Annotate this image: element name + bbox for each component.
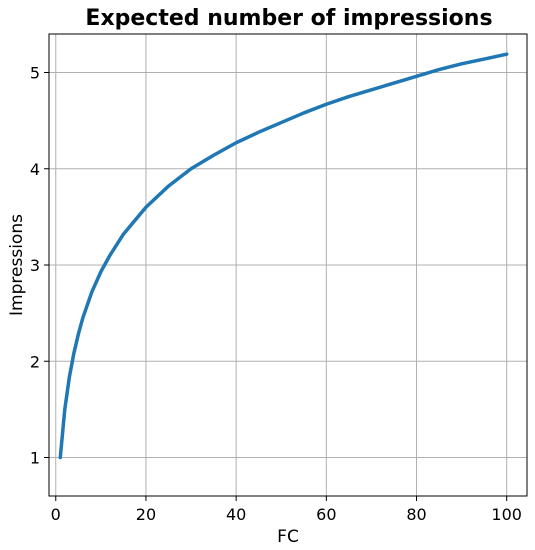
x-tick-label: 80 <box>406 505 426 524</box>
series-line <box>58 52 509 460</box>
y-tick-label: 2 <box>30 352 40 371</box>
x-tick-label: 20 <box>136 505 156 524</box>
chart-title: Expected number of impressions <box>85 6 492 31</box>
y-tick-label: 3 <box>30 256 40 275</box>
series-group <box>58 52 509 460</box>
x-tick-label: 40 <box>226 505 246 524</box>
x-tick-label: 60 <box>316 505 336 524</box>
y-axis-label: Impressions <box>7 214 27 316</box>
x-tick-label: 100 <box>491 505 522 524</box>
y-tick-label: 5 <box>30 64 40 83</box>
grid <box>49 34 527 496</box>
axis-ticks: 0 20 40 60 80 100 1 2 3 4 5 <box>30 64 522 525</box>
plot-frame <box>48 33 528 497</box>
x-axis-label: FC <box>277 527 299 547</box>
y-tick-label: 4 <box>30 160 40 179</box>
x-tick-label: 0 <box>51 505 61 524</box>
y-tick-label: 1 <box>30 449 40 468</box>
